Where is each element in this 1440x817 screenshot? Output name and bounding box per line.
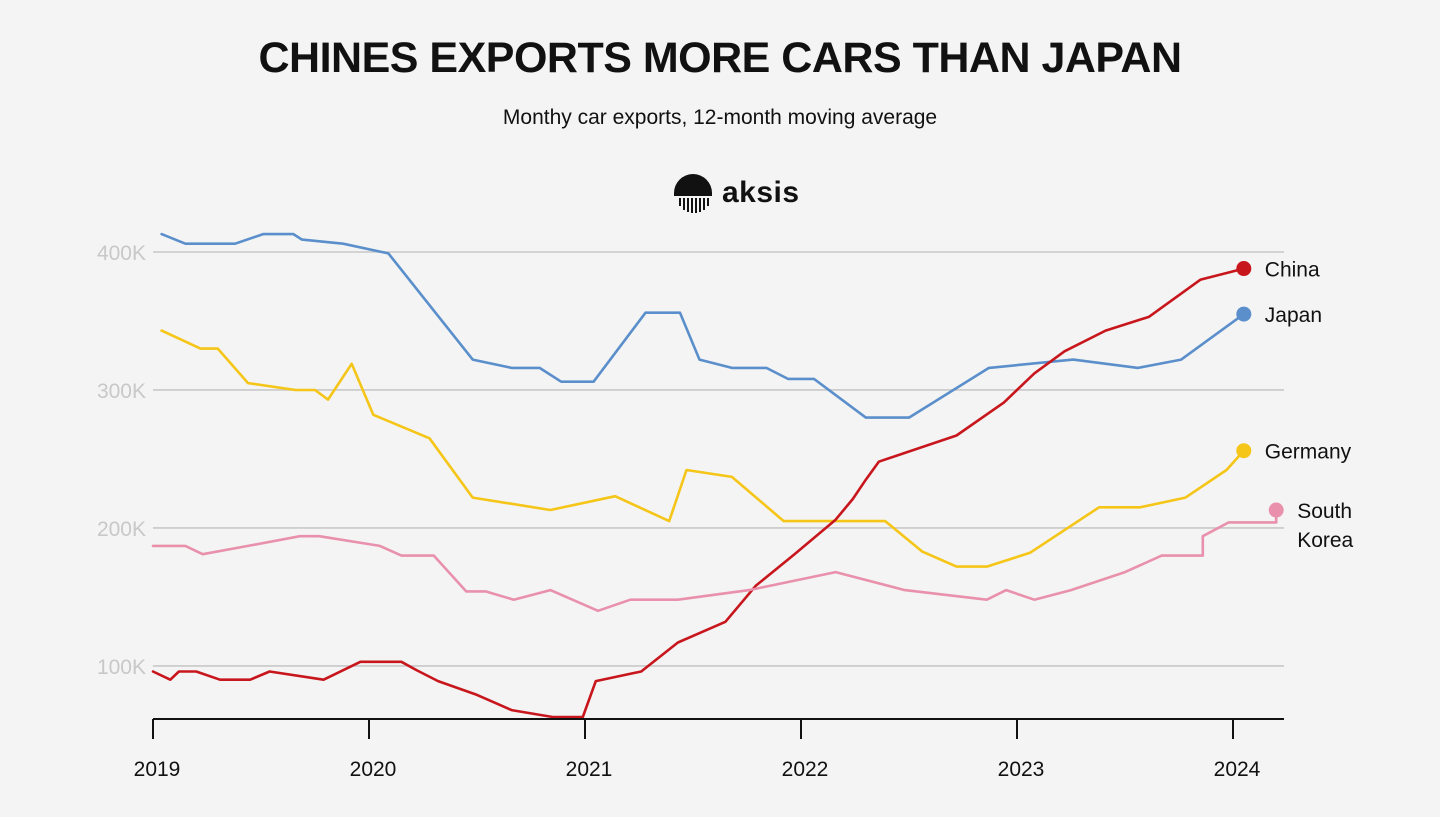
series-end-marker-germany [1236, 443, 1252, 459]
brand-name: aksis [722, 176, 800, 209]
legend-label-line: China [1265, 259, 1320, 282]
chart-title: CHINES EXPORTS MORE CARS THAN JAPAN [258, 34, 1182, 82]
series-end-marker-south-korea [1268, 502, 1284, 518]
legend-label-germany: Germany [1265, 441, 1352, 464]
series-line-germany [160, 329, 1246, 568]
chart-subtitle: Monthy car exports, 12-month moving aver… [502, 106, 938, 129]
series-line-south-korea [151, 508, 1278, 613]
x-tick-label: 2020 [350, 758, 397, 781]
aksis-logo-icon [674, 174, 712, 213]
series-end-marker-china [1236, 261, 1252, 277]
series-layer [151, 232, 1278, 719]
x-tick-label: 2021 [566, 758, 613, 781]
y-tick-label: 400K [97, 242, 146, 265]
x-tick-label: 2024 [1214, 758, 1261, 781]
legend-label-line: Korea [1297, 529, 1353, 552]
x-tick-label: 2022 [782, 758, 829, 781]
series-line-china [151, 267, 1246, 719]
legend: Japan Germany China South Korea [1236, 259, 1354, 552]
y-tick-label: 300K [97, 380, 146, 403]
y-tick-label: 200K [97, 518, 146, 541]
series-line-japan [160, 232, 1246, 419]
legend-label-south-korea: South Korea [1297, 500, 1353, 552]
x-tick-label: 2019 [134, 758, 181, 781]
x-tick-label: 2023 [998, 758, 1045, 781]
legend-label-line: Germany [1265, 441, 1352, 464]
series-end-marker-japan [1236, 306, 1252, 322]
y-tick-label: 100K [97, 656, 146, 679]
grid-layer: 100K 200K 300K 400K [97, 242, 1284, 679]
x-axis: 2019 2020 2021 2022 2023 2024 [134, 718, 1284, 781]
legend-label-line: South [1297, 500, 1352, 523]
legend-label-china: China [1265, 259, 1320, 282]
legend-label-japan: Japan [1265, 304, 1322, 327]
legend-label-line: Japan [1265, 304, 1322, 327]
brand-logo: aksis [672, 172, 800, 214]
